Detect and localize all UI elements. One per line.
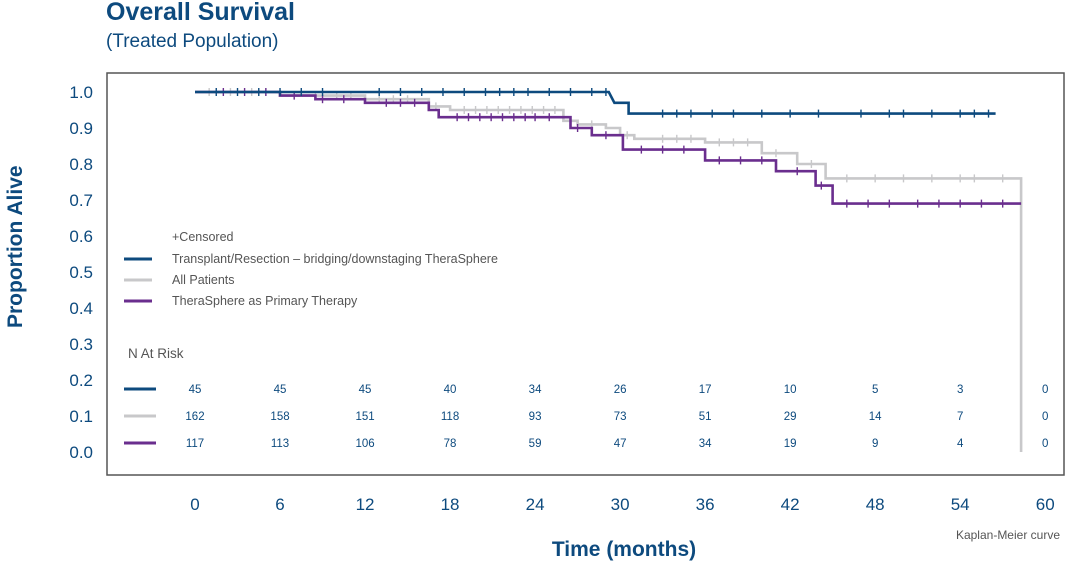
at-risk-value: 17	[699, 384, 712, 396]
at-risk-value: 45	[274, 384, 287, 396]
y-tick-label: 0.5	[69, 263, 93, 282]
at-risk-value: 5	[872, 384, 878, 396]
at-risk-value: 59	[529, 438, 542, 450]
at-risk-value: 73	[614, 411, 627, 423]
x-tick-label: 30	[611, 495, 630, 514]
x-tick-label: 42	[781, 495, 800, 514]
series-line-2	[195, 90, 1022, 205]
y-tick-label: 0.0	[69, 443, 93, 462]
at-risk-value: 3	[957, 384, 963, 396]
y-tick-label: 0.6	[69, 227, 93, 246]
y-tick-label: 0.7	[69, 191, 93, 210]
y-tick-label: 0.2	[69, 371, 93, 390]
y-tick-label: 1.0	[69, 83, 93, 102]
y-tick-label: 0.1	[69, 407, 93, 426]
x-tick-label: 36	[696, 495, 715, 514]
plot-frame	[106, 72, 1065, 476]
y-tick-label: 0.4	[69, 299, 93, 318]
at-risk-value: 9	[872, 438, 878, 450]
at-risk-value: 4	[957, 438, 964, 450]
at-risk-value: 118	[441, 411, 459, 423]
chart-subtitle: (Treated Population)	[106, 31, 279, 52]
y-tick-label: 0.8	[69, 155, 93, 174]
at-risk-value: 19	[784, 438, 797, 450]
x-tick-label: 0	[190, 495, 199, 514]
x-tick-label: 6	[275, 495, 284, 514]
at-risk-value: 29	[784, 411, 797, 423]
legend-label: Transplant/Resection – bridging/downstag…	[172, 252, 498, 266]
x-tick-label: 48	[866, 495, 885, 514]
at-risk-value: 40	[444, 384, 457, 396]
x-tick-label: 12	[356, 495, 375, 514]
x-tick-label: 24	[526, 495, 545, 514]
chart-title: Overall Survival	[106, 0, 296, 26]
x-tick-label: 18	[441, 495, 460, 514]
at-risk-value: 34	[529, 384, 542, 396]
at-risk-value: 158	[270, 411, 289, 423]
at-risk-value: 26	[614, 384, 627, 396]
x-axis-label: Time (months)	[551, 538, 697, 561]
at-risk-value: 45	[359, 384, 372, 396]
at-risk-value: 106	[355, 438, 374, 450]
at-risk-label: N At Risk	[128, 346, 184, 361]
y-tick-label: 0.9	[69, 119, 93, 138]
at-risk-value: 162	[185, 411, 204, 423]
at-risk-value: 0	[1042, 438, 1048, 450]
at-risk-value: 113	[271, 438, 289, 450]
at-risk-value: 10	[784, 384, 797, 396]
legend-label: TheraSphere as Primary Therapy	[172, 294, 358, 308]
at-risk-value: 34	[699, 438, 712, 450]
x-tick-label: 54	[951, 495, 970, 514]
at-risk-value: 0	[1042, 384, 1048, 396]
at-risk-value: 7	[957, 411, 963, 423]
at-risk-value: 117	[186, 438, 204, 450]
y-tick-label: 0.3	[69, 335, 93, 354]
at-risk-value: 151	[355, 411, 374, 423]
at-risk-value: 93	[529, 411, 542, 423]
chart-caption: Kaplan-Meier curve	[955, 528, 1060, 542]
series-line-0	[195, 90, 996, 115]
x-tick-label: 60	[1036, 495, 1055, 514]
legend-label: All Patients	[172, 273, 235, 287]
at-risk-value: 45	[189, 384, 202, 396]
legend-censored-note: +Censored	[172, 230, 234, 244]
series-line-1	[195, 90, 1023, 452]
at-risk-value: 47	[614, 438, 627, 450]
at-risk-value: 14	[869, 411, 882, 423]
at-risk-value: 51	[699, 411, 712, 423]
at-risk-value: 0	[1042, 411, 1048, 423]
at-risk-value: 78	[444, 438, 457, 450]
